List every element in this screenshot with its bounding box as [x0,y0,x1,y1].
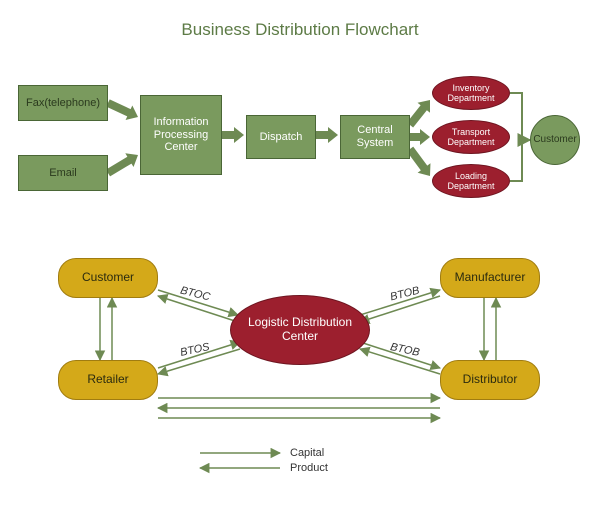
node-distrib: Distributor [440,360,540,400]
node-inv: Inventory Department [432,76,510,110]
node-trans: Transport Department [432,120,510,154]
node-email: Email [18,155,108,191]
node-central: Central System [340,115,410,159]
node-fax: Fax(telephone) [18,85,108,121]
node-customer1: Customer [530,115,580,165]
node-dispatch: Dispatch [246,115,316,159]
legend-label: Product [290,462,328,474]
node-manuf: Manufacturer [440,258,540,298]
node-customer2: Customer [58,258,158,298]
node-ipc: Information Processing Center [140,95,222,175]
node-retailer: Retailer [58,360,158,400]
node-ldc: Logistic Distribution Center [230,295,370,365]
legend-label: Capital [290,447,324,459]
node-load: Loading Department [432,164,510,198]
flowchart-canvas: Business Distribution Flowchart Fax(tele… [0,0,600,514]
arrows-layer [0,0,600,514]
